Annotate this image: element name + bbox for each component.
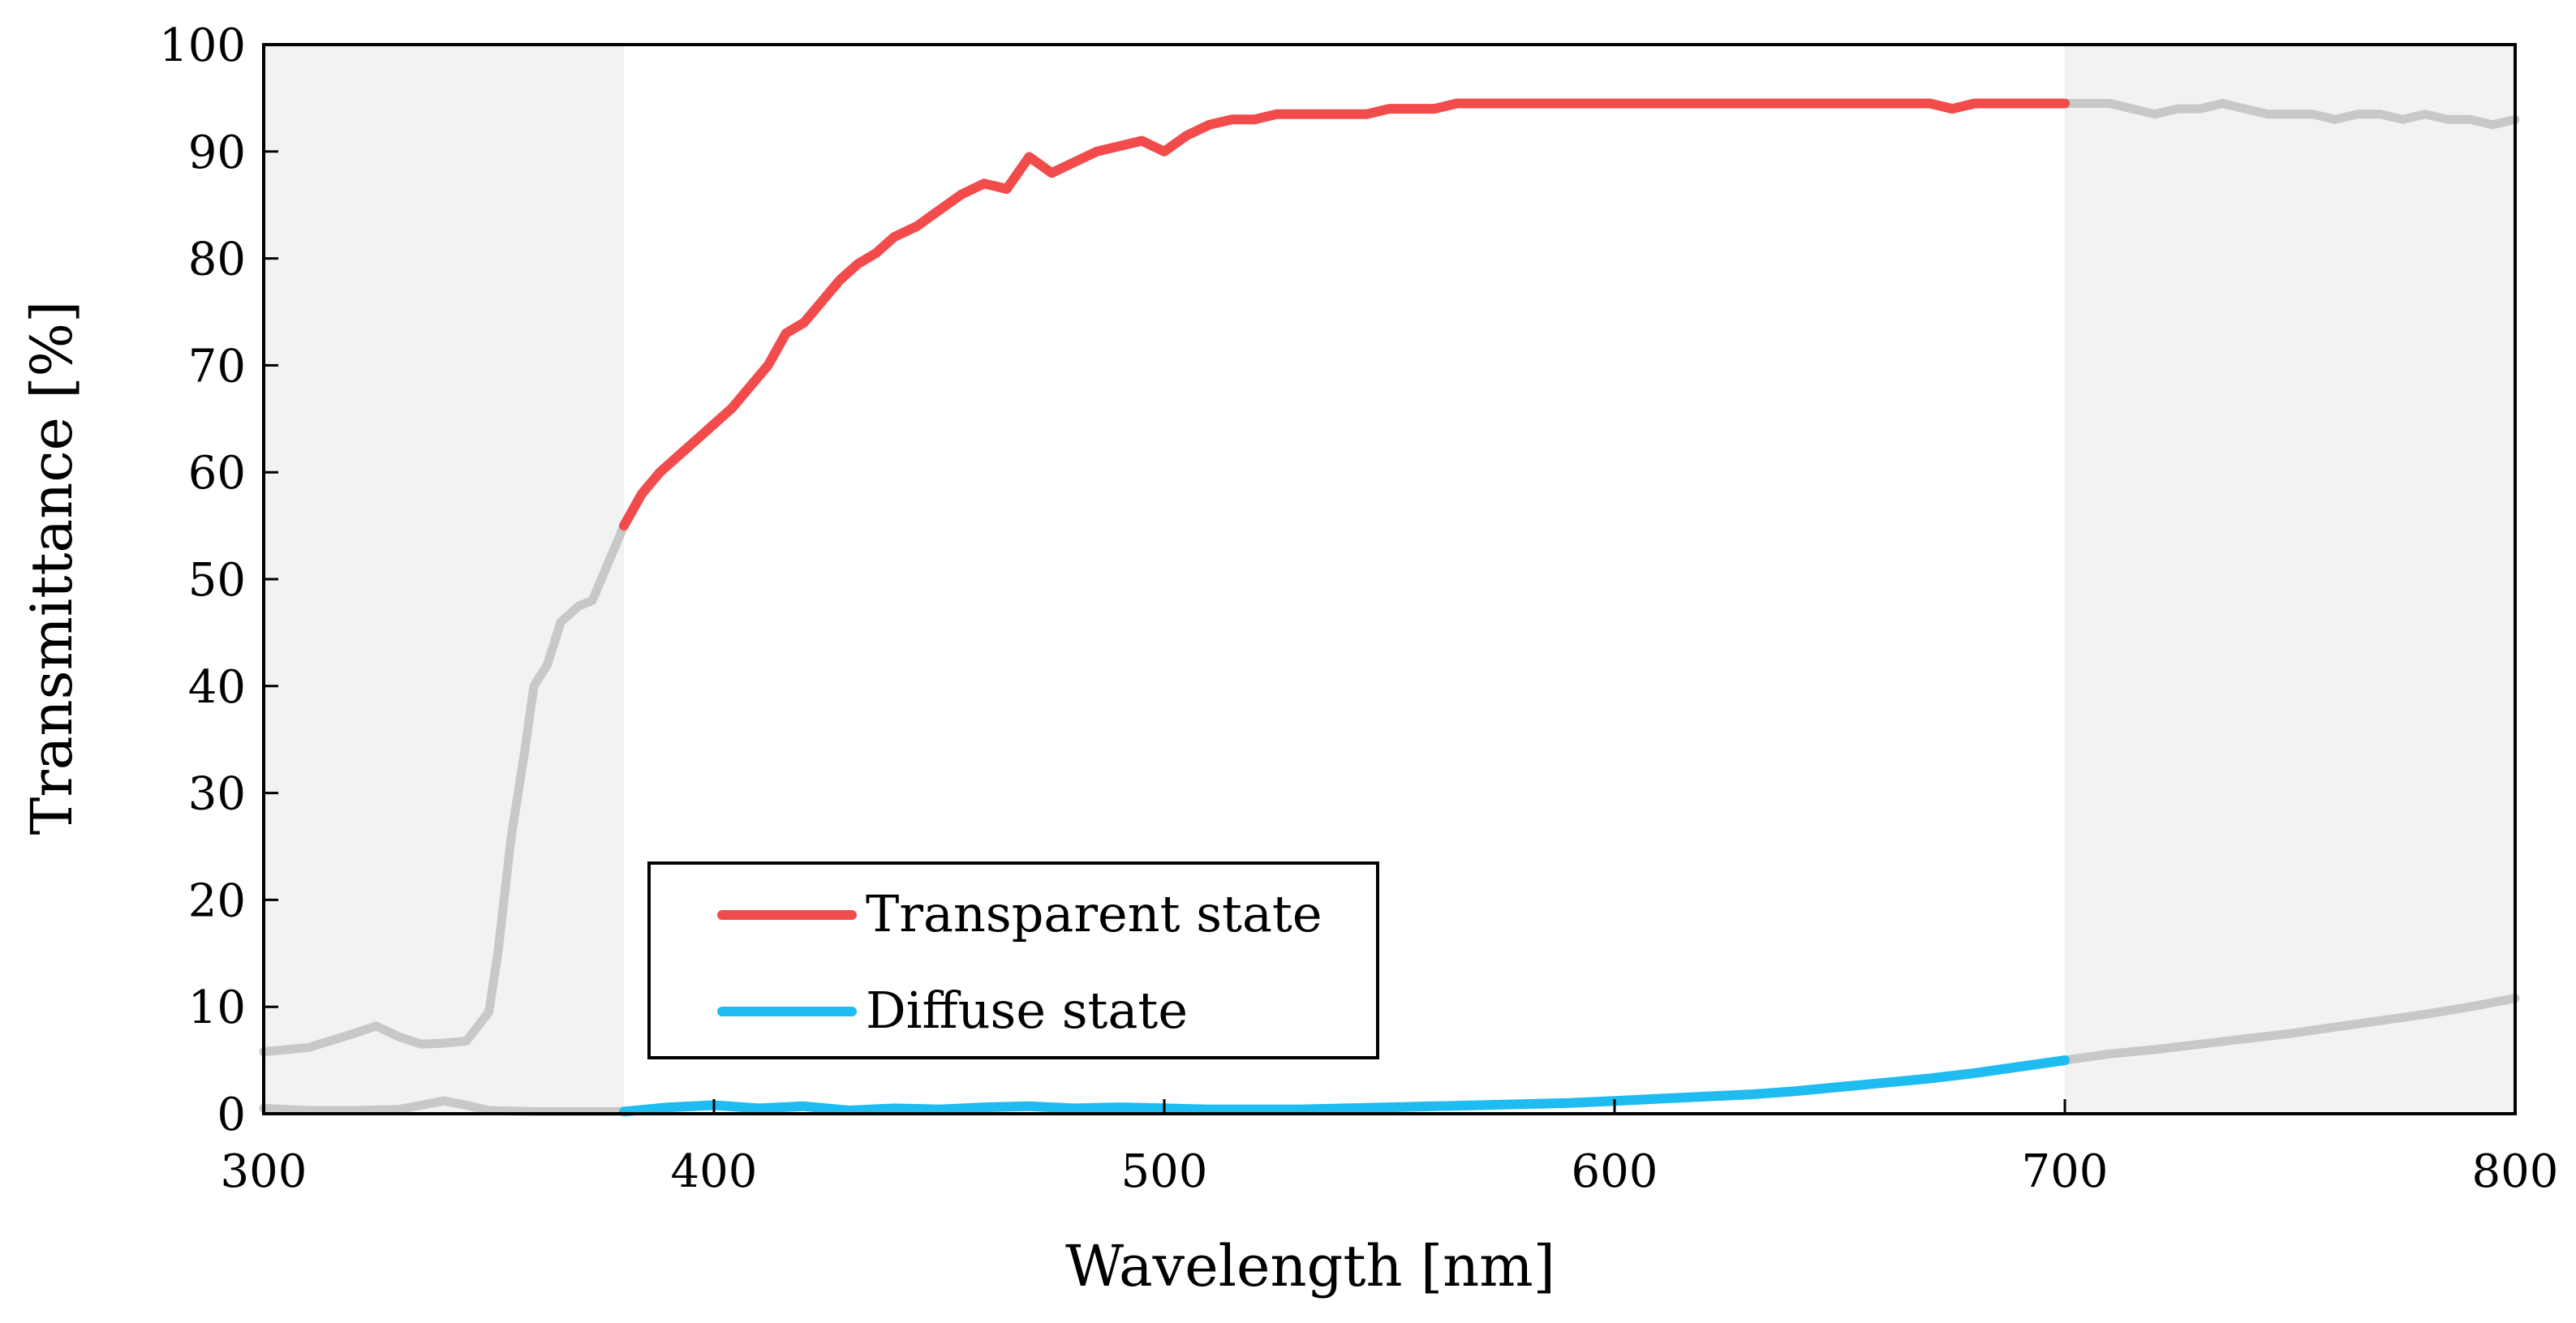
y-tick-label: 50 — [188, 554, 246, 607]
shaded-region-1 — [2065, 45, 2515, 1114]
y-axis-title: Transmittance [%] — [19, 301, 85, 835]
y-tick-label: 60 — [188, 447, 246, 500]
series-transparent-state-line — [619, 98, 2070, 531]
x-tick-label: 600 — [1572, 1145, 1658, 1198]
x-tick-label: 700 — [2022, 1145, 2109, 1198]
series-transparent-state-left-out-of-range — [259, 521, 629, 1057]
y-tick-label: 90 — [188, 127, 246, 179]
series-transparent-state-right-out-of-range — [2060, 99, 2520, 130]
series-diffuse-state-right-out-of-range — [2060, 994, 2520, 1065]
shaded-region-0 — [264, 45, 624, 1114]
y-tick-label: 10 — [188, 982, 246, 1034]
y-tick-label: 20 — [188, 874, 246, 927]
y-tick-label: 40 — [188, 661, 246, 714]
legend-label-transparent: Transparent state — [866, 884, 1322, 943]
x-tick-label: 300 — [221, 1145, 307, 1198]
x-tick-label: 800 — [2472, 1145, 2559, 1198]
legend: Transparent state Diffuse state — [647, 861, 1379, 1059]
y-tick-label: 30 — [188, 768, 246, 821]
y-tick-label: 70 — [188, 340, 246, 393]
x-axis-title: Wavelength [nm] — [1065, 1233, 1555, 1299]
y-tick-label: 80 — [188, 234, 246, 286]
series-diffuse-state-left-out-of-range — [259, 1096, 629, 1116]
series-diffuse-state-line — [619, 1055, 2070, 1117]
x-tick-label: 400 — [671, 1145, 758, 1198]
legend-label-diffuse: Diffuse state — [866, 981, 1188, 1040]
legend-box — [647, 861, 1379, 1059]
y-tick-label: 100 — [159, 19, 246, 72]
x-tick-label: 500 — [1121, 1145, 1208, 1198]
y-tick-label: 0 — [217, 1089, 246, 1141]
